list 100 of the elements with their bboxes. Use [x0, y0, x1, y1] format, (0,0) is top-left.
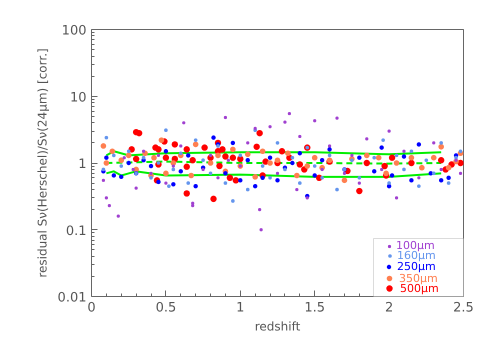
point	[416, 142, 422, 147]
point	[365, 137, 368, 140]
point	[380, 168, 384, 172]
point	[184, 164, 190, 170]
point	[432, 141, 436, 145]
point	[409, 178, 414, 183]
point	[238, 178, 242, 183]
point	[134, 186, 138, 190]
point	[364, 152, 370, 158]
point	[162, 154, 170, 161]
point	[260, 148, 266, 154]
point	[388, 154, 396, 161]
x-tick-label: 2	[384, 300, 394, 316]
point	[260, 176, 265, 180]
point	[298, 181, 302, 185]
point	[260, 228, 263, 232]
y-tick-label: 10	[70, 90, 87, 106]
point	[244, 152, 251, 158]
point	[394, 154, 398, 158]
point	[156, 180, 161, 184]
point	[164, 128, 168, 132]
point	[283, 120, 287, 124]
point	[454, 158, 458, 162]
point	[430, 154, 437, 161]
point	[102, 178, 106, 182]
point	[172, 164, 175, 168]
point	[372, 169, 376, 174]
point	[192, 142, 198, 148]
point	[394, 160, 400, 166]
point	[122, 156, 126, 160]
point	[268, 156, 272, 160]
x-tick-label: 2.5	[453, 300, 474, 316]
point	[379, 145, 384, 150]
point	[290, 156, 294, 160]
point	[172, 168, 176, 172]
point	[290, 160, 295, 166]
point	[232, 177, 240, 184]
point	[312, 154, 318, 161]
point	[383, 170, 389, 176]
point	[387, 181, 391, 185]
point	[446, 181, 450, 185]
point	[149, 172, 153, 175]
point	[104, 156, 109, 160]
point	[238, 154, 242, 158]
point	[163, 170, 169, 176]
point	[357, 156, 362, 160]
point	[268, 176, 272, 180]
point	[126, 160, 131, 166]
point	[274, 157, 280, 164]
point	[296, 161, 304, 168]
point	[275, 178, 280, 183]
point	[408, 160, 415, 166]
legend-label: 160μm	[397, 249, 436, 262]
point	[104, 160, 110, 166]
point	[194, 138, 198, 142]
point	[142, 156, 146, 160]
point	[182, 121, 186, 124]
point	[335, 116, 339, 120]
point	[188, 172, 194, 178]
point	[457, 160, 464, 166]
point	[149, 176, 153, 180]
point	[116, 214, 120, 218]
point	[151, 154, 157, 161]
point	[230, 140, 236, 146]
point	[156, 161, 160, 165]
point	[410, 149, 414, 154]
point	[419, 164, 425, 171]
point	[342, 178, 348, 184]
point	[276, 141, 280, 145]
point	[102, 168, 106, 172]
point	[189, 157, 196, 164]
point	[438, 144, 444, 150]
point	[231, 199, 235, 203]
point	[256, 130, 263, 136]
point	[223, 171, 228, 176]
point	[402, 154, 406, 159]
point	[224, 116, 228, 120]
point	[215, 152, 221, 158]
point	[298, 151, 302, 156]
point	[136, 130, 142, 136]
point	[446, 176, 451, 180]
point	[193, 184, 198, 188]
point	[439, 141, 443, 145]
point	[246, 158, 250, 162]
point	[112, 173, 116, 178]
point	[219, 146, 226, 153]
point	[184, 146, 190, 153]
point	[381, 162, 388, 170]
point	[211, 135, 216, 140]
point	[258, 208, 262, 212]
point	[312, 173, 317, 178]
point	[167, 184, 171, 188]
point	[164, 149, 168, 154]
point	[119, 164, 124, 168]
point	[104, 136, 108, 140]
point	[417, 176, 420, 180]
point	[267, 160, 273, 166]
point	[458, 149, 462, 154]
point	[208, 172, 212, 176]
point	[222, 153, 229, 160]
